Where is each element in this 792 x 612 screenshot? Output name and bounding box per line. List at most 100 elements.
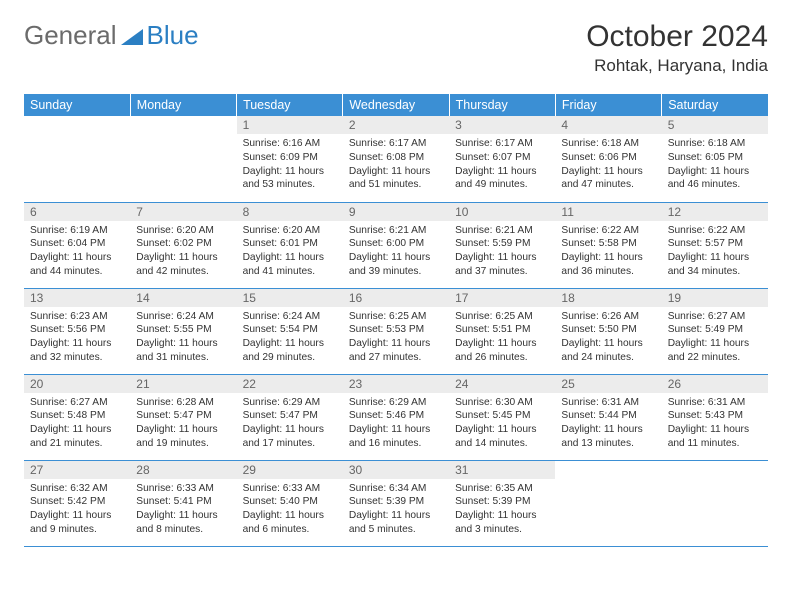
day-number: 21 — [130, 375, 236, 393]
day-number: 6 — [24, 203, 130, 221]
day-header: Sunday — [24, 94, 130, 116]
day-number: 31 — [449, 461, 555, 479]
calendar-table: SundayMondayTuesdayWednesdayThursdayFrid… — [24, 94, 768, 547]
calendar-cell: 25Sunrise: 6:31 AMSunset: 5:44 PMDayligh… — [555, 374, 661, 460]
calendar-cell: 29Sunrise: 6:33 AMSunset: 5:40 PMDayligh… — [237, 460, 343, 546]
day-data: Sunrise: 6:22 AMSunset: 5:58 PMDaylight:… — [555, 221, 661, 283]
day-number: 10 — [449, 203, 555, 221]
day-number: 27 — [24, 461, 130, 479]
day-data: Sunrise: 6:33 AMSunset: 5:41 PMDaylight:… — [130, 479, 236, 541]
calendar-week-row: 1Sunrise: 6:16 AMSunset: 6:09 PMDaylight… — [24, 116, 768, 202]
day-data: Sunrise: 6:21 AMSunset: 5:59 PMDaylight:… — [449, 221, 555, 283]
calendar-week-row: 20Sunrise: 6:27 AMSunset: 5:48 PMDayligh… — [24, 374, 768, 460]
day-data: Sunrise: 6:17 AMSunset: 6:08 PMDaylight:… — [343, 134, 449, 196]
day-data: Sunrise: 6:32 AMSunset: 5:42 PMDaylight:… — [24, 479, 130, 541]
logo-triangle-icon — [121, 27, 143, 45]
day-data: Sunrise: 6:26 AMSunset: 5:50 PMDaylight:… — [555, 307, 661, 369]
calendar-cell: 21Sunrise: 6:28 AMSunset: 5:47 PMDayligh… — [130, 374, 236, 460]
day-number: 18 — [555, 289, 661, 307]
day-data: Sunrise: 6:21 AMSunset: 6:00 PMDaylight:… — [343, 221, 449, 283]
day-data: Sunrise: 6:20 AMSunset: 6:01 PMDaylight:… — [237, 221, 343, 283]
day-number: 16 — [343, 289, 449, 307]
calendar-cell: 2Sunrise: 6:17 AMSunset: 6:08 PMDaylight… — [343, 116, 449, 202]
calendar-cell: 5Sunrise: 6:18 AMSunset: 6:05 PMDaylight… — [662, 116, 768, 202]
day-data: Sunrise: 6:34 AMSunset: 5:39 PMDaylight:… — [343, 479, 449, 541]
day-data: Sunrise: 6:31 AMSunset: 5:44 PMDaylight:… — [555, 393, 661, 455]
day-number: 28 — [130, 461, 236, 479]
calendar-cell: 8Sunrise: 6:20 AMSunset: 6:01 PMDaylight… — [237, 202, 343, 288]
calendar-cell: 17Sunrise: 6:25 AMSunset: 5:51 PMDayligh… — [449, 288, 555, 374]
day-number: 9 — [343, 203, 449, 221]
day-data: Sunrise: 6:29 AMSunset: 5:47 PMDaylight:… — [237, 393, 343, 455]
day-number: 26 — [662, 375, 768, 393]
day-number: 4 — [555, 116, 661, 134]
day-data: Sunrise: 6:18 AMSunset: 6:06 PMDaylight:… — [555, 134, 661, 196]
day-data: Sunrise: 6:30 AMSunset: 5:45 PMDaylight:… — [449, 393, 555, 455]
day-number: 22 — [237, 375, 343, 393]
calendar-cell: 6Sunrise: 6:19 AMSunset: 6:04 PMDaylight… — [24, 202, 130, 288]
header: General Blue October 2024 Rohtak, Haryan… — [24, 20, 768, 76]
calendar-cell: 15Sunrise: 6:24 AMSunset: 5:54 PMDayligh… — [237, 288, 343, 374]
day-number: 29 — [237, 461, 343, 479]
calendar-cell: 24Sunrise: 6:30 AMSunset: 5:45 PMDayligh… — [449, 374, 555, 460]
calendar-cell — [130, 116, 236, 202]
day-data: Sunrise: 6:25 AMSunset: 5:53 PMDaylight:… — [343, 307, 449, 369]
calendar-cell: 16Sunrise: 6:25 AMSunset: 5:53 PMDayligh… — [343, 288, 449, 374]
day-data: Sunrise: 6:28 AMSunset: 5:47 PMDaylight:… — [130, 393, 236, 455]
calendar-week-row: 13Sunrise: 6:23 AMSunset: 5:56 PMDayligh… — [24, 288, 768, 374]
day-header: Friday — [555, 94, 661, 116]
day-number: 3 — [449, 116, 555, 134]
day-data: Sunrise: 6:27 AMSunset: 5:48 PMDaylight:… — [24, 393, 130, 455]
day-number: 30 — [343, 461, 449, 479]
calendar-cell: 9Sunrise: 6:21 AMSunset: 6:00 PMDaylight… — [343, 202, 449, 288]
day-data: Sunrise: 6:24 AMSunset: 5:55 PMDaylight:… — [130, 307, 236, 369]
logo-text-2: Blue — [147, 20, 199, 51]
calendar-cell: 27Sunrise: 6:32 AMSunset: 5:42 PMDayligh… — [24, 460, 130, 546]
day-data: Sunrise: 6:18 AMSunset: 6:05 PMDaylight:… — [662, 134, 768, 196]
calendar-cell: 20Sunrise: 6:27 AMSunset: 5:48 PMDayligh… — [24, 374, 130, 460]
day-header: Thursday — [449, 94, 555, 116]
day-data: Sunrise: 6:27 AMSunset: 5:49 PMDaylight:… — [662, 307, 768, 369]
day-data: Sunrise: 6:22 AMSunset: 5:57 PMDaylight:… — [662, 221, 768, 283]
calendar-cell: 14Sunrise: 6:24 AMSunset: 5:55 PMDayligh… — [130, 288, 236, 374]
day-number: 24 — [449, 375, 555, 393]
day-number: 7 — [130, 203, 236, 221]
day-data: Sunrise: 6:24 AMSunset: 5:54 PMDaylight:… — [237, 307, 343, 369]
day-number: 1 — [237, 116, 343, 134]
page-title: October 2024 — [586, 20, 768, 54]
logo-text-1: General — [24, 20, 117, 51]
logo: General Blue — [24, 20, 199, 51]
calendar-week-row: 6Sunrise: 6:19 AMSunset: 6:04 PMDaylight… — [24, 202, 768, 288]
day-number: 23 — [343, 375, 449, 393]
day-number: 19 — [662, 289, 768, 307]
day-number: 2 — [343, 116, 449, 134]
calendar-cell: 4Sunrise: 6:18 AMSunset: 6:06 PMDaylight… — [555, 116, 661, 202]
calendar-cell — [24, 116, 130, 202]
calendar-cell: 18Sunrise: 6:26 AMSunset: 5:50 PMDayligh… — [555, 288, 661, 374]
calendar-cell: 26Sunrise: 6:31 AMSunset: 5:43 PMDayligh… — [662, 374, 768, 460]
day-data: Sunrise: 6:17 AMSunset: 6:07 PMDaylight:… — [449, 134, 555, 196]
calendar-cell: 23Sunrise: 6:29 AMSunset: 5:46 PMDayligh… — [343, 374, 449, 460]
title-block: October 2024 Rohtak, Haryana, India — [586, 20, 768, 76]
day-header: Wednesday — [343, 94, 449, 116]
day-number: 20 — [24, 375, 130, 393]
calendar-cell: 30Sunrise: 6:34 AMSunset: 5:39 PMDayligh… — [343, 460, 449, 546]
calendar-cell: 28Sunrise: 6:33 AMSunset: 5:41 PMDayligh… — [130, 460, 236, 546]
day-number: 5 — [662, 116, 768, 134]
calendar-cell: 11Sunrise: 6:22 AMSunset: 5:58 PMDayligh… — [555, 202, 661, 288]
calendar-cell: 10Sunrise: 6:21 AMSunset: 5:59 PMDayligh… — [449, 202, 555, 288]
day-data: Sunrise: 6:35 AMSunset: 5:39 PMDaylight:… — [449, 479, 555, 541]
day-number: 25 — [555, 375, 661, 393]
location-text: Rohtak, Haryana, India — [586, 56, 768, 76]
calendar-cell — [662, 460, 768, 546]
day-data: Sunrise: 6:19 AMSunset: 6:04 PMDaylight:… — [24, 221, 130, 283]
day-number: 15 — [237, 289, 343, 307]
day-data: Sunrise: 6:33 AMSunset: 5:40 PMDaylight:… — [237, 479, 343, 541]
calendar-cell: 22Sunrise: 6:29 AMSunset: 5:47 PMDayligh… — [237, 374, 343, 460]
calendar-cell: 13Sunrise: 6:23 AMSunset: 5:56 PMDayligh… — [24, 288, 130, 374]
day-data: Sunrise: 6:25 AMSunset: 5:51 PMDaylight:… — [449, 307, 555, 369]
calendar-cell — [555, 460, 661, 546]
day-number: 13 — [24, 289, 130, 307]
day-data: Sunrise: 6:16 AMSunset: 6:09 PMDaylight:… — [237, 134, 343, 196]
day-number: 12 — [662, 203, 768, 221]
